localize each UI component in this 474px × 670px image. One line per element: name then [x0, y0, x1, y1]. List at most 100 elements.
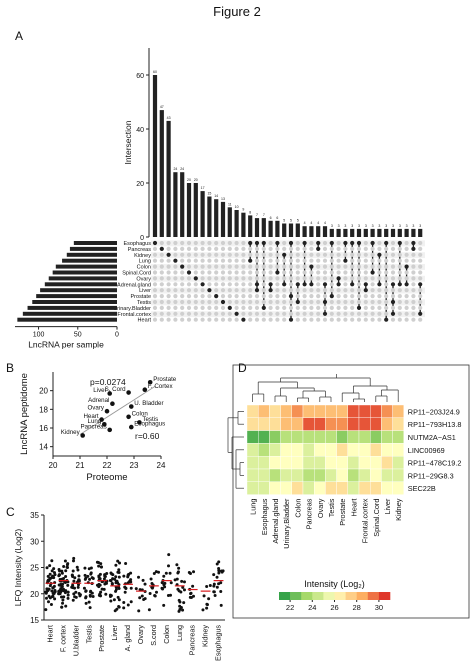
- a-bar: [322, 226, 328, 237]
- c-point: [48, 564, 52, 568]
- d-heat-cell: [392, 481, 405, 495]
- a-matrix-dot-filled: [288, 240, 294, 246]
- d-heat-cell: [358, 443, 371, 457]
- c-point: [215, 575, 219, 579]
- a-matrix-dot-empty: [234, 299, 239, 305]
- a-matrix-dot-empty: [302, 305, 307, 310]
- a-set-size-tick-label: 0: [115, 332, 119, 339]
- d-heat-cell: [269, 456, 281, 470]
- a-matrix-dot-empty: [207, 305, 212, 310]
- a-matrix-dot-empty: [302, 258, 307, 263]
- a-matrix-dot-filled: [350, 282, 355, 287]
- a-matrix-dot-empty: [166, 311, 171, 316]
- a-matrix-dot-empty: [295, 264, 300, 269]
- a-matrix-dot-filled: [377, 282, 382, 287]
- a-matrix-dot-empty: [390, 294, 396, 299]
- a-bar: [186, 183, 192, 237]
- a-matrix-dot-empty: [248, 299, 253, 305]
- a-matrix-dot-filled: [241, 317, 246, 322]
- d-heat-cell: [258, 443, 270, 457]
- a-matrix-dot-empty: [302, 246, 307, 251]
- c-point: [176, 570, 180, 574]
- a-matrix-dot-empty: [316, 258, 321, 263]
- a-matrix-dot-empty: [309, 288, 314, 293]
- a-matrix-dot-empty: [152, 276, 158, 281]
- a-matrix-dot-empty: [152, 252, 158, 257]
- d-heat-cell: [314, 430, 326, 444]
- c-point: [57, 583, 61, 587]
- d-heat-cell: [246, 430, 259, 444]
- a-set-label: Lung: [139, 259, 151, 265]
- a-matrix-dot-empty: [356, 317, 362, 322]
- d-heat-cell: [392, 456, 405, 470]
- a-matrix-dot-empty: [152, 294, 158, 299]
- a-matrix-dot-empty: [336, 299, 341, 305]
- a-matrix-dot-empty: [254, 311, 260, 316]
- a-matrix-stripe: [151, 299, 425, 306]
- c-point: [47, 587, 51, 591]
- a-matrix-dot-empty: [350, 294, 355, 299]
- a-matrix-dot-empty: [159, 258, 164, 263]
- a-matrix-dot-empty: [377, 294, 382, 299]
- a-matrix-dot-empty: [159, 252, 164, 257]
- a-matrix-dot-empty: [390, 246, 396, 251]
- c-point: [212, 573, 216, 577]
- a-bar-label: 7: [263, 213, 265, 217]
- a-bar-label: 20: [194, 178, 198, 182]
- c-point: [167, 564, 171, 568]
- b-point: [137, 420, 142, 425]
- a-matrix-dot-empty: [241, 282, 246, 287]
- a-matrix-dot-empty: [329, 299, 334, 305]
- a-matrix-dot-empty: [370, 264, 375, 269]
- a-matrix-dot-empty: [261, 270, 266, 275]
- a-matrix-dot-empty: [295, 246, 300, 251]
- c-point: [112, 598, 116, 602]
- a-matrix-dot-empty: [404, 246, 409, 251]
- c-point: [59, 590, 63, 594]
- a-matrix-dot-empty: [241, 294, 246, 299]
- c-point: [74, 590, 78, 594]
- a-matrix-dot-empty: [241, 270, 246, 275]
- a-bar-label: 5: [283, 219, 285, 223]
- a-matrix-dot-filled: [411, 240, 416, 246]
- a-matrix-dot-empty: [220, 258, 226, 263]
- a-matrix-dot-empty: [356, 270, 362, 275]
- a-bar: [363, 228, 368, 237]
- b-r-value: r=0.60: [135, 431, 160, 441]
- c-point: [66, 583, 70, 587]
- b-point-label: S. Cord: [105, 386, 127, 393]
- c-y-label: LFQ Intensity (Log2): [13, 529, 23, 607]
- a-bar-label: 24: [173, 167, 177, 171]
- d-heat-cell: [269, 481, 281, 495]
- a-matrix-dot-filled: [336, 276, 341, 281]
- a-matrix-dot-empty: [261, 288, 266, 293]
- c-point: [110, 582, 114, 586]
- a-matrix-dot-empty: [227, 240, 232, 246]
- a-matrix-dot-empty: [336, 270, 341, 275]
- a-matrix-dot-empty: [261, 276, 266, 281]
- a-matrix-dot-empty: [248, 288, 253, 293]
- a-matrix-dot-empty: [350, 288, 355, 293]
- a-matrix-dot-empty: [166, 282, 171, 287]
- d-column-label: Colon: [293, 499, 302, 518]
- c-point: [65, 565, 69, 569]
- c-point: [53, 597, 57, 601]
- a-bar: [220, 201, 226, 237]
- a-matrix-dot-filled: [309, 282, 314, 287]
- c-y-tick-label: 15: [30, 616, 39, 625]
- a-matrix-dot-empty: [207, 258, 212, 263]
- a-matrix-dot-empty: [200, 299, 205, 305]
- a-matrix-dot-empty: [268, 264, 273, 269]
- a-matrix-dot-empty: [350, 270, 355, 275]
- c-category-label: Pancreas: [188, 625, 197, 656]
- a-bar-label: 15: [207, 192, 211, 196]
- a-set-size-bar: [55, 264, 117, 269]
- a-matrix-dot-empty: [214, 270, 219, 275]
- c-point: [76, 568, 80, 572]
- d-colorbar-segment: [279, 592, 291, 600]
- d-heat-cell: [302, 468, 315, 483]
- a-matrix-dot-filled: [220, 299, 226, 305]
- a-set-size-bar: [32, 300, 118, 304]
- a-y-tick-label: 0: [140, 235, 144, 242]
- a-matrix-dot-empty: [207, 282, 212, 287]
